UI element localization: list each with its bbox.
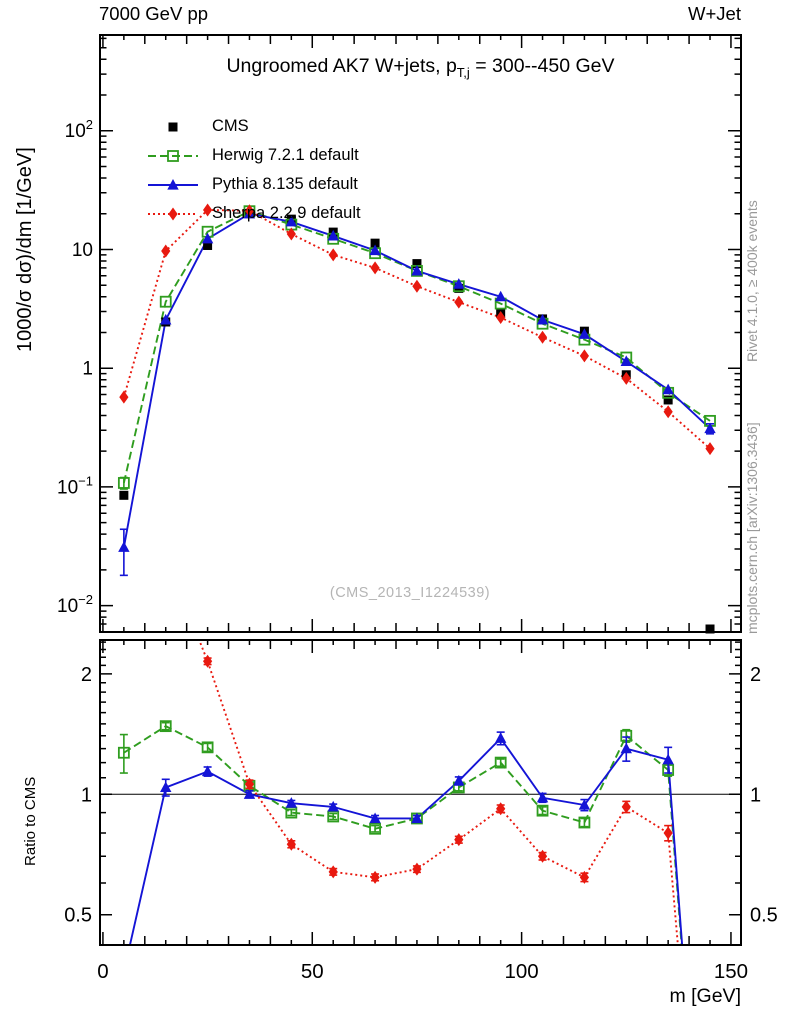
pythia-legend-marker-icon [148, 178, 198, 190]
x-tick-label: 150 [714, 960, 748, 983]
main-y-axis-label: 1000/σ dσ)/dm [1/GeV] [14, 147, 36, 352]
x-tick-label: 100 [505, 960, 539, 983]
mcplots-arxiv-note: mcplots.cern.ch [arXiv:1306.3436] [744, 422, 760, 634]
x-axis-label: m [GeV] [669, 985, 741, 1007]
ratio-y-tick-label-left: 0.5 [64, 905, 92, 927]
series-line-sherpa-ratio [198, 641, 679, 944]
legend-label: CMS [212, 117, 249, 135]
series-points-sherpa-main [119, 203, 715, 456]
x-tick-label: 0 [97, 960, 108, 983]
cms-legend-marker-icon [168, 122, 178, 131]
series-points-sherpa-ratio [203, 654, 673, 884]
analysis-watermark: (CMS_2013_I1224539) [329, 585, 491, 601]
main-y-tick-label: 10−1 [57, 473, 93, 498]
ratio-y-tick-label-left: 1 [81, 784, 92, 806]
series-points-pythia-ratio [160, 731, 674, 824]
ratio-x-ticks [102, 640, 732, 945]
main-panel-frame [99, 34, 742, 633]
series-line-pythia-ratio [129, 736, 684, 944]
plot-title-prefix: Ungroomed AK7 W+jets, p [226, 55, 457, 77]
ratio-y-tick-label-right: 1 [750, 784, 761, 806]
legend: CMS Herwig 7.2.1 default Pythia 8.135 defa… [147, 112, 361, 228]
ratio-y-tick-label-right: 2 [750, 664, 761, 686]
legend-label: Sherpa 2.2.9 default [212, 204, 361, 222]
legend-item: CMS [147, 112, 361, 141]
legend-label: Herwig 7.2.1 default [212, 146, 359, 164]
legend-item: Herwig 7.2.1 default [147, 141, 361, 170]
legend-label: Pythia 8.135 default [212, 175, 358, 193]
beam-info-label: 7000 GeV pp [99, 3, 209, 24]
main-y-tick-label: 10−2 [57, 592, 93, 617]
main-x-ticks [102, 35, 732, 632]
plot-title-subscript: T,j [456, 64, 470, 80]
series-points-herwig-ratio [117, 720, 675, 835]
x-tick-label: 50 [301, 960, 324, 983]
series-line-herwig-main [122, 210, 711, 484]
legend-item: Sherpa 2.2.9 default [147, 199, 361, 228]
main-y-tick-label: 1 [82, 359, 93, 380]
process-label: W+Jet [688, 3, 741, 24]
rivet-version-note: Rivet 4.1.0, ≥ 400k events [744, 200, 760, 362]
plot-title: Ungroomed AK7 W+jets, pT,j = 300--450 Ge… [100, 55, 741, 80]
ratio-panel-frame [99, 639, 742, 946]
ratio-y-ticks [100, 641, 741, 916]
ratio-y-axis-label: Ratio to CMS [22, 776, 39, 866]
main-y-tick-label: 10 [72, 240, 93, 261]
sherpa-legend-marker-icon [148, 207, 198, 220]
ratio-y-tick-label-right: 0.5 [750, 905, 778, 927]
main-y-tick-label: 102 [65, 117, 93, 142]
series-points-pythia-main [118, 207, 716, 577]
ratio-y-tick-label-left: 2 [81, 664, 92, 686]
herwig-legend-marker-icon [148, 149, 198, 162]
plot-title-suffix: = 300--450 GeV [469, 55, 615, 77]
legend-item: Pythia 8.135 default [147, 170, 361, 199]
